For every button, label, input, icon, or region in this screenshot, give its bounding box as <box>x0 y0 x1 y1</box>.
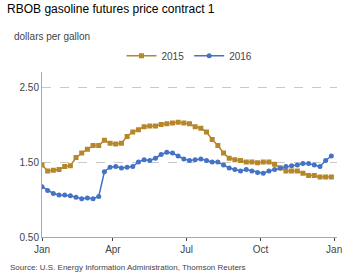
svg-text:Jan: Jan <box>34 244 50 255</box>
svg-text:Apr: Apr <box>105 244 121 255</box>
svg-text:2016: 2016 <box>229 51 252 62</box>
svg-text:2.50: 2.50 <box>20 82 40 93</box>
svg-text:0.50: 0.50 <box>20 232 40 243</box>
svg-text:Oct: Oct <box>253 244 269 255</box>
svg-text:Source: U.S. Energy Informatio: Source: U.S. Energy Information Administ… <box>10 263 246 272</box>
svg-text:Jan: Jan <box>326 244 342 255</box>
svg-text:dollars per gallon: dollars per gallon <box>14 31 90 42</box>
svg-text:RBOB gasoline futures price co: RBOB gasoline futures price contract 1 <box>7 2 215 16</box>
svg-text:Jul: Jul <box>180 244 193 255</box>
svg-text:2015: 2015 <box>162 51 185 62</box>
svg-text:1.50: 1.50 <box>20 157 40 168</box>
